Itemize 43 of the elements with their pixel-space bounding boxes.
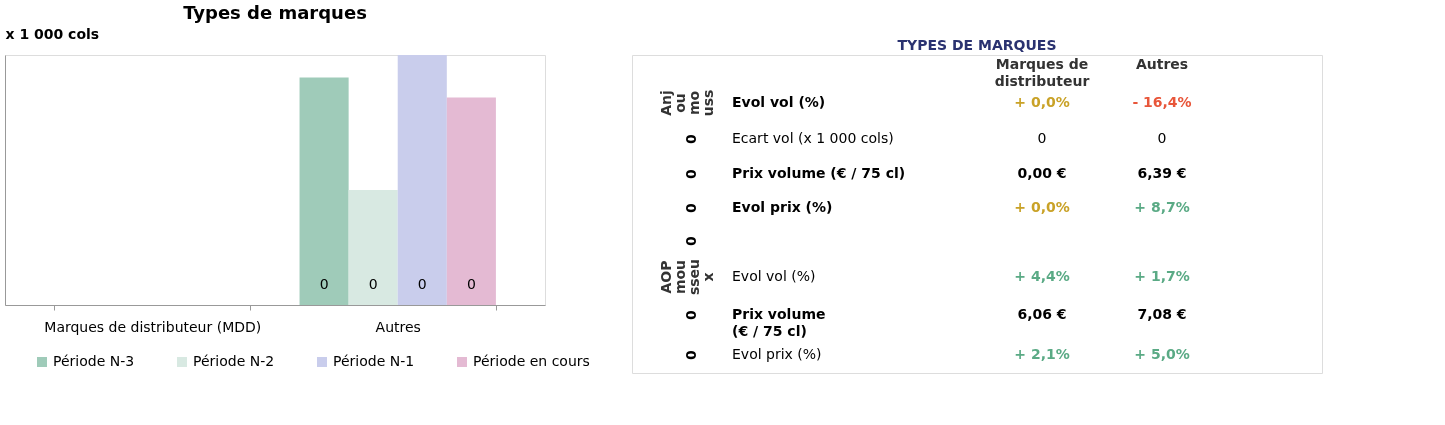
category-label: Evol prix (%)	[732, 199, 833, 215]
legend-label: Période N-2	[193, 353, 275, 369]
text: + 0,0%	[1014, 94, 1070, 110]
category-label: Ecart vol (x 1 000 cols)	[732, 130, 894, 146]
text: + 2,1%	[1014, 346, 1070, 362]
x-tick-label: Marques de distributeur (MDD)	[44, 318, 262, 335]
text: - 16,4%	[1132, 94, 1192, 110]
annotation: 0	[319, 276, 329, 292]
text: 0	[683, 169, 699, 179]
annotation: 0	[368, 276, 378, 292]
text: 0	[683, 350, 699, 360]
chart-title: Types de marques	[183, 2, 367, 23]
text: AOP mou sseu x	[658, 258, 716, 296]
text: 7,08 €	[1137, 306, 1187, 322]
text: + 1,7%	[1134, 268, 1190, 284]
legend-label: Période en cours	[473, 353, 590, 369]
text: 0	[683, 203, 699, 213]
text: Anj ou mo uss	[658, 89, 716, 117]
text: 6,39 €	[1137, 165, 1187, 181]
text: TYPES DE MARQUES	[897, 37, 1057, 53]
legend-label: Période N-3	[53, 353, 135, 369]
category-label: Marques de distributeur	[994, 56, 1090, 89]
category-label: Prix volume (€ / 75 cl)	[732, 165, 906, 181]
text: 0	[1037, 130, 1047, 146]
annotation: 0	[417, 276, 427, 292]
annotation: 0	[466, 276, 476, 292]
text: + 8,7%	[1134, 199, 1190, 215]
text: + 5,0%	[1134, 346, 1190, 362]
text: 0	[683, 310, 699, 320]
text: 0	[1157, 130, 1167, 146]
text: + 0,0%	[1014, 199, 1070, 215]
text: 0	[683, 134, 699, 144]
text: 0,00 €	[1017, 165, 1067, 181]
text: + 4,4%	[1014, 268, 1070, 284]
category-label: Autres	[1135, 56, 1189, 72]
category-label: Evol vol (%)	[732, 268, 816, 284]
y-axis-title: x 1 000 cols	[5, 25, 100, 42]
category-label: Evol vol (%)	[732, 94, 826, 110]
category-label: Prix volume (€ / 75 cl)	[732, 306, 826, 339]
text: 0	[683, 236, 699, 246]
text: 6,06 €	[1017, 306, 1067, 322]
category-label: Evol prix (%)	[732, 346, 822, 362]
legend-label: Période N-1	[333, 353, 415, 369]
